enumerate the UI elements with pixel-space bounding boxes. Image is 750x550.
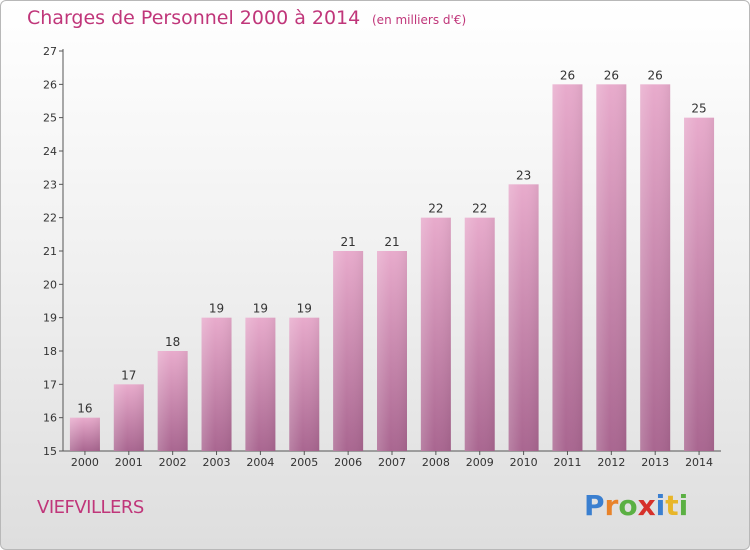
bar-shine-2007 [377,251,407,451]
chart-subtitle: (en milliers d'€) [372,13,467,27]
x-tick-label: 2001 [115,456,143,469]
logo-letter: r [604,489,619,522]
bar-shine-2005 [289,317,320,451]
y-tick-label: 19 [43,312,57,325]
data-label: 23 [516,168,531,182]
bar-shine-2013 [640,84,671,451]
data-label: 21 [384,235,399,249]
x-tick-label: 2013 [641,456,669,469]
bar-shine-2008 [420,217,451,451]
data-label: 18 [165,335,180,349]
bar-shine-2009 [464,217,495,451]
y-tick-label: 27 [43,45,57,58]
bar-shine-2010 [508,184,539,452]
data-label: 25 [691,102,706,116]
bars-group [69,84,715,452]
data-label: 26 [604,68,619,82]
data-label: 26 [560,68,575,82]
bar-shine-2014 [684,117,715,452]
x-tick-label: 2014 [685,456,713,469]
x-tick-label: 2002 [159,456,187,469]
y-tick-label: 21 [43,245,57,258]
bar-shine-2001 [113,384,144,451]
data-label: 22 [428,202,443,216]
data-label: 17 [121,368,136,382]
y-tick-label: 15 [43,445,57,458]
logo-letter: i [655,489,666,522]
logo-letter: P [584,489,605,522]
commune-name: VIEFVILLERS [37,497,144,518]
x-tick-label: 2009 [466,456,494,469]
chart-title: Charges de Personnel 2000 à 2014 [27,7,361,29]
data-label: 21 [340,235,355,249]
logo-letter: x [637,489,656,522]
x-tick-label: 2011 [553,456,581,469]
y-tick-label: 20 [43,278,57,291]
y-tick-label: 18 [43,345,57,358]
x-tick-label: 2004 [246,456,274,469]
x-tick-label: 2008 [422,456,450,469]
logo-letter: t [665,489,679,522]
bar-shine-2002 [157,351,188,451]
data-label: 19 [209,302,224,316]
y-tick-label: 17 [43,378,57,391]
y-tick-label: 22 [43,212,57,225]
x-tick-label: 2003 [203,456,231,469]
y-tick-label: 23 [43,178,57,191]
bar-shine-2003 [201,317,232,451]
x-tick-label: 2000 [71,456,99,469]
proxiti-logo: Proxiti [584,489,688,522]
data-label: 19 [253,302,268,316]
bar-shine-2011 [552,84,583,451]
bar-shine-2000 [69,417,100,451]
labels-group: 2000 16 2001 17 2002 18 2003 19 2004 19 2005 19 2006… [71,68,713,469]
x-tick-label: 2006 [334,456,362,469]
x-tick-label: 2007 [378,456,406,469]
bar-shine-2006 [333,251,364,451]
bar-shine-2004 [245,317,276,451]
logo-letter: i [678,489,689,522]
x-tick-label: 2005 [290,456,318,469]
data-label: 16 [77,402,92,416]
x-tick-label: 2010 [510,456,538,469]
data-label: 26 [648,68,663,82]
data-label: 22 [472,202,487,216]
x-tick-label: 2012 [597,456,625,469]
y-tick-label: 26 [43,78,57,91]
y-tick-label: 24 [43,145,57,158]
bar-shine-2012 [596,84,627,451]
y-tick-label: 16 [43,412,57,425]
logo-letter: o [618,489,638,522]
y-tick-label: 25 [43,112,57,125]
data-label: 19 [297,302,312,316]
